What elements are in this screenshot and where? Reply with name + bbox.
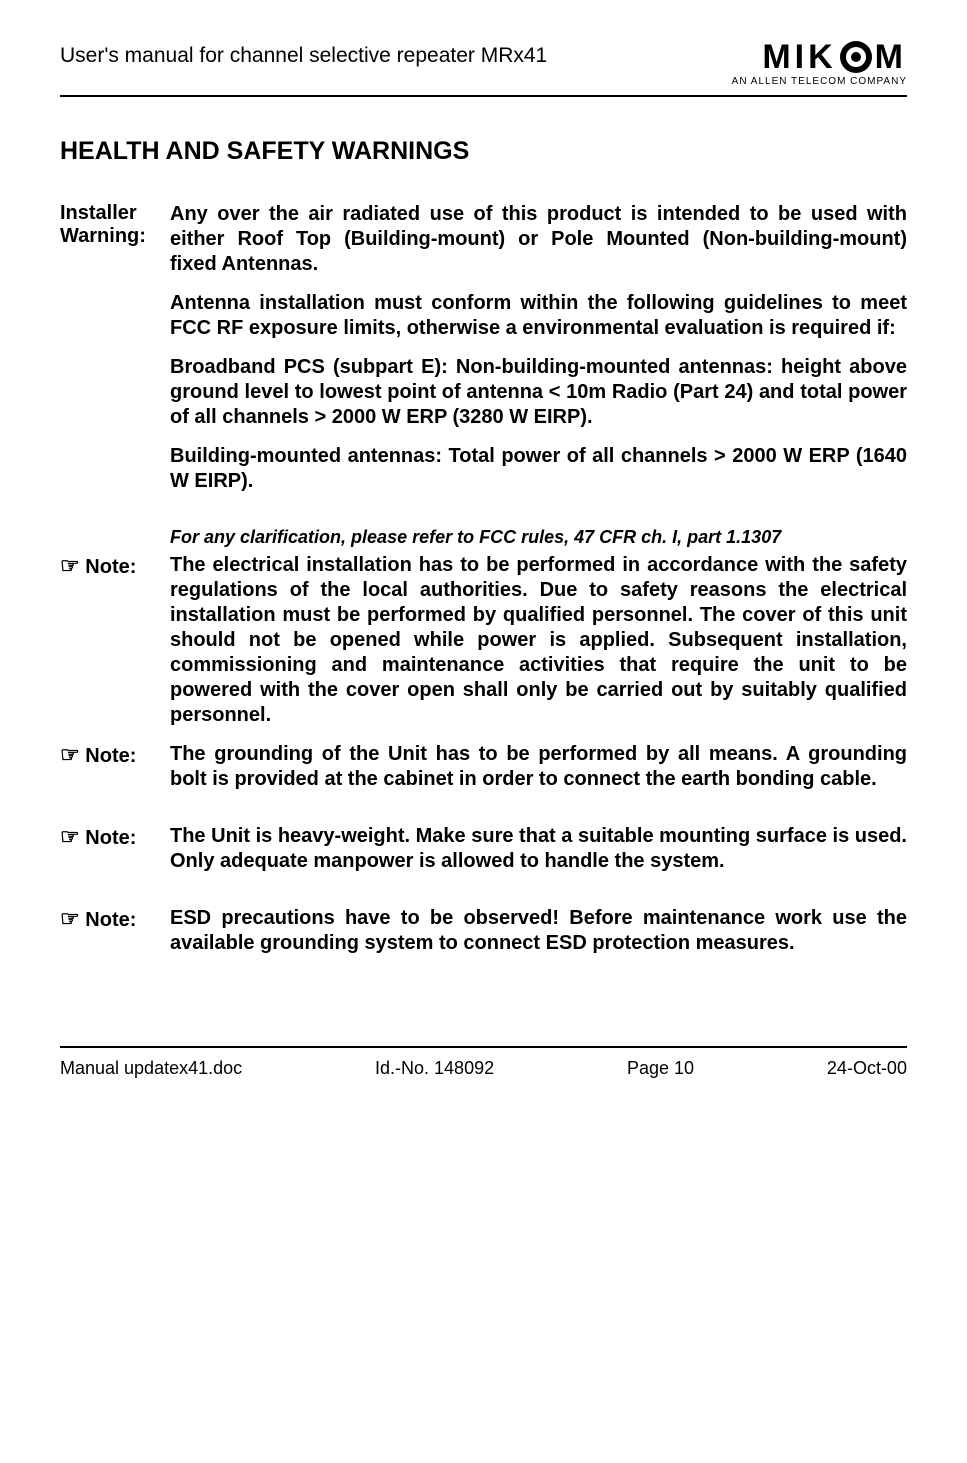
page-footer: Manual updatex41.doc Id.-No. 148092 Page… (60, 1046, 907, 1079)
clarification-text: For any clarification, please refer to F… (170, 526, 907, 549)
header-divider (60, 95, 907, 97)
spacer (60, 508, 907, 526)
empty-label (60, 355, 170, 430)
company-logo: MIK M AN ALLEN TELECOM COMPANY (732, 40, 907, 87)
installer-warning-row: Installer Warning: Any over the air radi… (60, 202, 907, 277)
note-text-label: Note: (85, 827, 136, 849)
note-label-3: ☞ Note: (60, 906, 170, 956)
logo-text-left: MIK (762, 40, 836, 74)
warning-row-1: Antenna installation must conform within… (60, 291, 907, 341)
note-text-label: Note: (85, 556, 136, 578)
logo-subtitle: AN ALLEN TELECOM COMPANY (732, 76, 907, 87)
empty-label (60, 444, 170, 494)
empty-label (60, 526, 170, 549)
footer-filename: Manual updatex41.doc (60, 1058, 242, 1079)
logo-main: MIK M (732, 40, 907, 74)
installer-label-line2: Warning: (60, 225, 170, 248)
installer-label-line1: Installer (60, 202, 170, 225)
clarification-row: For any clarification, please refer to F… (60, 526, 907, 549)
warning-row-3: Building-mounted antennas: Total power o… (60, 444, 907, 494)
header-title: User's manual for channel selective repe… (60, 40, 547, 68)
footer-page: Page 10 (627, 1058, 694, 1079)
note-label-1: ☞ Note: (60, 742, 170, 792)
warning-para-0: Any over the air radiated use of this pr… (170, 202, 907, 277)
pointing-hand-icon: ☞ (60, 742, 80, 767)
note-para-0: The electrical installation has to be pe… (170, 553, 907, 728)
note-label-0: ☞ Note: (60, 553, 170, 728)
empty-label (60, 291, 170, 341)
note-para-3: ESD precautions have to be observed! Bef… (170, 906, 907, 956)
note-row-2: ☞ Note: The Unit is heavy-weight. Make s… (60, 824, 907, 874)
note-row-0: ☞ Note: The electrical installation has … (60, 553, 907, 728)
note-label-2: ☞ Note: (60, 824, 170, 874)
note-row-1: ☞ Note: The grounding of the Unit has to… (60, 742, 907, 792)
page-header: User's manual for channel selective repe… (60, 40, 907, 87)
pointing-hand-icon: ☞ (60, 906, 80, 931)
installer-label: Installer Warning: (60, 202, 170, 277)
footer-id: Id.-No. 148092 (375, 1058, 494, 1079)
note-text-label: Note: (85, 909, 136, 931)
spacer (60, 806, 907, 824)
warning-para-2: Broadband PCS (subpart E): Non-building-… (170, 355, 907, 430)
warning-para-3: Building-mounted antennas: Total power o… (170, 444, 907, 494)
logo-text-right: M (875, 40, 907, 74)
note-para-1: The grounding of the Unit has to be perf… (170, 742, 907, 792)
footer-date: 24-Oct-00 (827, 1058, 907, 1079)
warning-row-2: Broadband PCS (subpart E): Non-building-… (60, 355, 907, 430)
note-para-2: The Unit is heavy-weight. Make sure that… (170, 824, 907, 874)
spacer (60, 888, 907, 906)
pointing-hand-icon: ☞ (60, 553, 80, 578)
main-heading: HEALTH AND SAFETY WARNINGS (60, 137, 907, 166)
warning-para-1: Antenna installation must conform within… (170, 291, 907, 341)
pointing-hand-icon: ☞ (60, 824, 80, 849)
target-icon (839, 40, 873, 74)
note-row-3: ☞ Note: ESD precautions have to be obser… (60, 906, 907, 956)
note-text-label: Note: (85, 745, 136, 767)
